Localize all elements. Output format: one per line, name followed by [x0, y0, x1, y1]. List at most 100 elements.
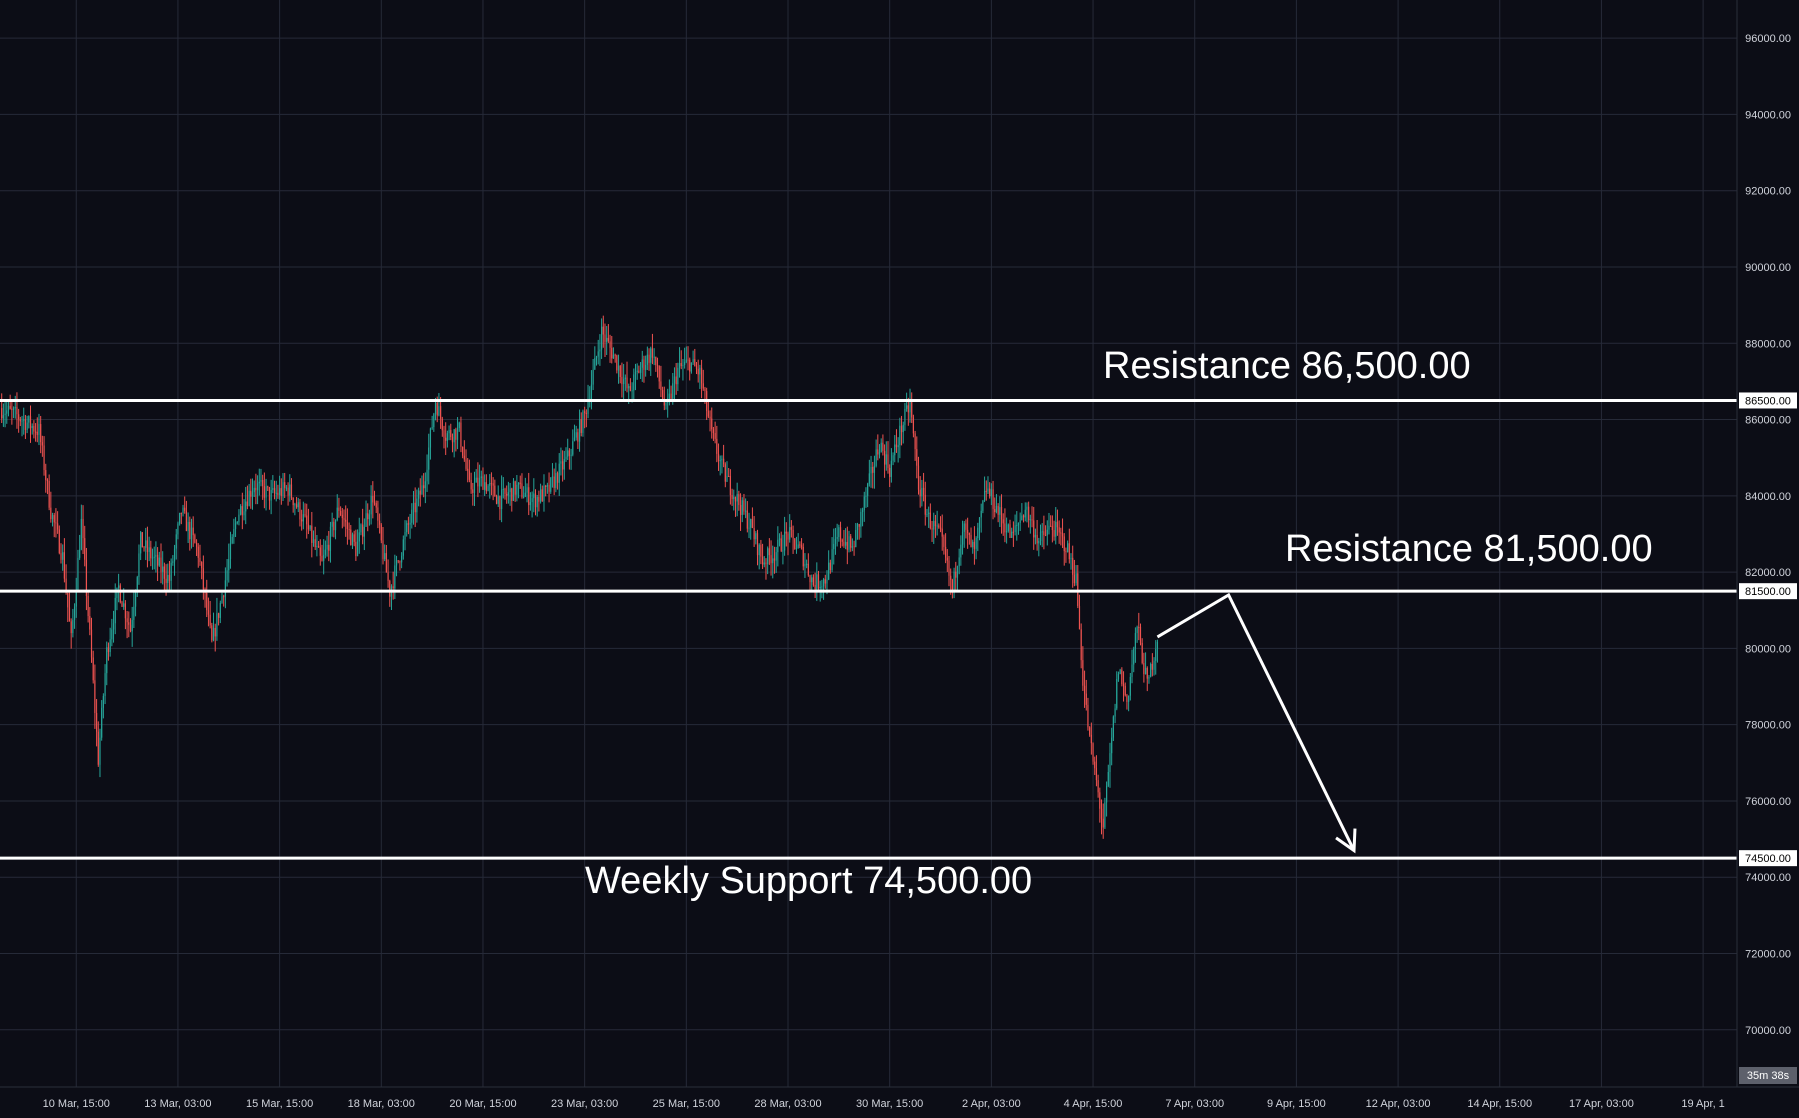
candle-body [163, 566, 165, 579]
candle-body [2, 415, 4, 419]
candle-body [253, 487, 255, 493]
candle-body [929, 512, 931, 529]
candle-body [631, 390, 633, 392]
candle-body [607, 337, 609, 342]
candle-body [529, 502, 532, 506]
candle-body [499, 496, 501, 510]
candle-body [1129, 676, 1131, 696]
candle-body [617, 365, 620, 371]
candle-body [395, 560, 398, 566]
candle-body [507, 492, 509, 496]
candle-body [18, 414, 20, 420]
bar-countdown: 35m 38s [1739, 1067, 1797, 1084]
candle-body [645, 364, 647, 370]
candle-body [533, 493, 535, 499]
candle-body [24, 419, 27, 431]
candle-body [133, 606, 135, 620]
candle-body [324, 549, 326, 555]
candle-body [846, 541, 848, 550]
time-tick-label: 25 Mar, 15:00 [653, 1098, 720, 1110]
candle-body [590, 384, 593, 400]
candle-body [134, 592, 137, 607]
candle-body [1143, 663, 1145, 675]
candle-body [307, 524, 310, 530]
candle-body [184, 507, 186, 511]
candle-body [982, 500, 984, 511]
candle-body [189, 521, 191, 540]
candle-body [512, 481, 515, 501]
candle-body [933, 520, 935, 530]
candle-body [273, 488, 276, 494]
candle-body [809, 575, 811, 583]
candle-body [594, 357, 596, 370]
candle-body [961, 531, 964, 545]
candle-body [804, 563, 806, 567]
candle-body [206, 592, 208, 611]
candle-body [855, 529, 857, 548]
price-axis[interactable]: 86500.00 81500.00 74500.00 70000.00 72000.00… [1736, 0, 1799, 1087]
candle-body [279, 488, 281, 495]
candle-body [460, 422, 462, 447]
candle-body [662, 390, 664, 399]
candle-body [917, 465, 920, 490]
time-axis-background [0, 1087, 1799, 1118]
candle-body [939, 527, 942, 529]
candle-body [173, 548, 176, 562]
candle-body [260, 479, 262, 482]
time-tick-label: 13 Mar, 03:00 [144, 1098, 211, 1110]
candle-body [638, 370, 640, 373]
candle-body [92, 657, 94, 681]
candle-body [695, 366, 698, 369]
candle-body [21, 420, 23, 422]
candle-body [872, 466, 874, 473]
candle-body [528, 487, 530, 506]
candle-body [187, 521, 189, 531]
candle-body [958, 557, 960, 567]
candle-body [1124, 685, 1126, 696]
candle-body [1094, 761, 1096, 769]
candle-body [948, 560, 950, 576]
candle-body [853, 546, 855, 548]
time-tick-label: 19 Apr, 1 [1681, 1098, 1724, 1110]
time-tick-label: 12 Apr, 03:00 [1366, 1098, 1431, 1110]
candle-body [678, 362, 681, 368]
candle-body [580, 419, 582, 433]
candle-body [792, 529, 794, 539]
candle-body [634, 371, 637, 375]
candle-body [975, 537, 977, 549]
candle-body [450, 430, 452, 438]
candle-body [102, 695, 104, 708]
price-tick-label: 82000.00 [1745, 567, 1791, 579]
candle-body [453, 429, 455, 443]
candle-body [978, 517, 981, 528]
candle-body [1089, 727, 1091, 735]
candle-body [377, 507, 379, 521]
candle-body [297, 502, 299, 508]
candle-body [104, 673, 106, 696]
candle-body [128, 622, 130, 625]
candle-body [570, 454, 572, 456]
candle-body [41, 442, 43, 446]
candle-body [1046, 529, 1048, 536]
candle-body [938, 525, 940, 528]
candle-body [75, 590, 77, 607]
candle-body [1021, 515, 1023, 521]
candle-body [1144, 667, 1147, 675]
candle-body [504, 488, 506, 494]
candle-body [556, 473, 559, 483]
candle-body [526, 487, 528, 493]
time-axis[interactable]: 10 Mar, 15:00 13 Mar, 03:00 15 Mar, 15:00 1… [0, 1086, 1799, 1118]
candle-body [7, 405, 10, 411]
candle-body [1107, 772, 1109, 786]
candle-body [197, 546, 199, 558]
candle-body [965, 523, 967, 530]
candle-body [822, 579, 825, 587]
candle-body [399, 561, 401, 563]
candle-body [926, 513, 928, 515]
countdown-label: 35m 38s [1747, 1070, 1790, 1082]
candle-body [778, 538, 781, 540]
candle-body [977, 527, 979, 538]
candle-body [111, 629, 113, 640]
time-tick-label: 14 Apr, 15:00 [1467, 1098, 1532, 1110]
candle-body [62, 552, 64, 560]
